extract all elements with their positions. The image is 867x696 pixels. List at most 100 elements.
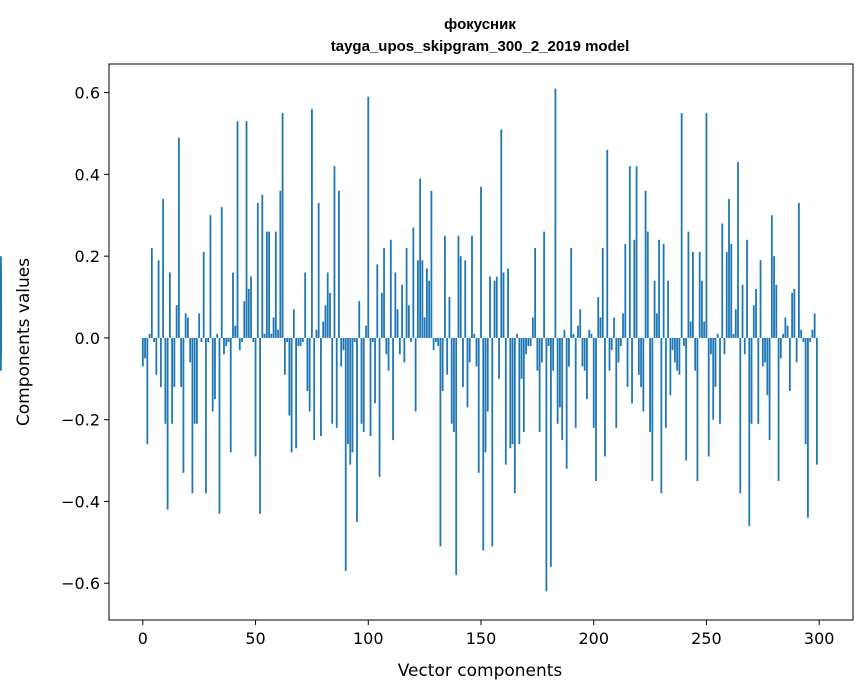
bar-component-15 — [175, 305, 178, 338]
bar-component-16 — [177, 137, 180, 338]
bar-component-240 — [683, 337, 685, 347]
bar-component-262 — [732, 333, 735, 338]
bar-component-47 — [247, 288, 250, 338]
bar-component-108 — [385, 337, 388, 355]
bar-component-245 — [694, 337, 697, 371]
bar-component-276 — [764, 337, 766, 363]
bar-component-116 — [403, 337, 406, 363]
bar-component-67 — [292, 309, 295, 338]
bar-component-9 — [162, 198, 165, 338]
bar-component-104 — [376, 264, 379, 338]
bar-component-84 — [331, 337, 334, 424]
bar-component-88 — [340, 337, 343, 367]
bar-component-265 — [739, 337, 742, 494]
bar-component-148 — [475, 337, 478, 367]
bar-component-27 — [202, 252, 205, 338]
bar-component-256 — [719, 337, 721, 424]
bar-component-56 — [268, 231, 270, 338]
bar-component-45 — [243, 301, 246, 338]
bar-component-178 — [543, 231, 546, 338]
bar-component-5 — [153, 337, 155, 342]
bar-component-82 — [326, 272, 329, 338]
bar-component-98 — [362, 337, 365, 432]
bar-component-247 — [698, 252, 701, 338]
bar-component-213 — [622, 313, 624, 338]
bar-component-210 — [615, 337, 618, 428]
bar-component-191 — [572, 333, 575, 338]
bar-component-281 — [775, 284, 778, 338]
bar-component-268 — [746, 239, 748, 338]
bar-component-54 — [263, 333, 266, 338]
bar-component-111 — [392, 337, 394, 441]
bar-component-86 — [335, 337, 338, 428]
bar-component-269 — [748, 337, 751, 526]
bar-component-206 — [606, 149, 609, 338]
x-axis-ticks: 0 50 100 150 200 250 300 — [138, 620, 835, 648]
bar-component-7 — [157, 260, 160, 338]
bar-component-200 — [592, 337, 595, 428]
bar-component-194 — [579, 309, 582, 338]
bar-component-13 — [171, 337, 174, 424]
bar-component-149 — [477, 337, 480, 473]
bar-component-202 — [597, 297, 600, 338]
bar-component-33 — [216, 333, 219, 338]
bar-component-18 — [182, 337, 185, 473]
bar-component-106 — [380, 292, 383, 338]
bar-component-143 — [464, 260, 467, 338]
bar-component-142 — [462, 337, 464, 387]
bar-component-4 — [150, 247, 153, 338]
bar-component-37 — [225, 337, 228, 347]
bar-component-92 — [349, 337, 352, 465]
bar-component-10 — [164, 337, 167, 424]
bar-component-297 — [811, 329, 814, 338]
bar-component-273 — [757, 337, 760, 424]
bar-component-271 — [752, 305, 755, 338]
bar-component-61 — [279, 190, 282, 338]
bar-component-74 — [308, 337, 311, 412]
bar-component-59 — [274, 231, 277, 338]
bar-component-172 — [529, 337, 532, 347]
bar-component-241 — [685, 337, 688, 461]
chart-subtitle: tayga_upos_skipgram_300_2_2019 model — [331, 38, 630, 55]
bar-component-171 — [527, 337, 530, 347]
bar-component-44 — [241, 337, 243, 342]
bar-component-131 — [437, 337, 440, 347]
bar-component-undefined — [0, 337, 2, 371]
bar-component-132 — [439, 337, 442, 547]
bar-component-170 — [525, 337, 527, 355]
y-axis-ticks: −0.6 −0.4 −0.2 0.0 0.2 0.4 0.6 — [61, 84, 109, 593]
bar-component-81 — [324, 305, 327, 338]
bar-component-201 — [595, 337, 597, 481]
bar-component-57 — [270, 333, 273, 338]
bar-component-251 — [707, 337, 710, 457]
bar-component-64 — [286, 337, 289, 342]
bar-component-236 — [673, 337, 676, 363]
bar-component-105 — [378, 337, 381, 477]
bars-group — [0, 88, 818, 592]
bar-component-158 — [498, 337, 500, 379]
bar-component-146 — [471, 235, 473, 338]
bar-component-187 — [563, 329, 566, 338]
bar-component-275 — [761, 337, 764, 367]
x-tick-label: 300 — [804, 629, 835, 648]
bar-component-249 — [703, 321, 706, 338]
bar-component-46 — [245, 121, 248, 338]
bar-component-221 — [640, 337, 642, 387]
bar-component-22 — [191, 337, 194, 494]
bar-component-266 — [741, 284, 744, 338]
bar-component-119 — [410, 337, 413, 342]
bar-component-253 — [712, 337, 715, 420]
y-axis-label: Components values — [14, 258, 34, 426]
bar-component-120 — [412, 227, 415, 338]
bar-component-50 — [254, 337, 257, 457]
bar-component-292 — [800, 329, 803, 338]
bar-component-123 — [419, 178, 422, 338]
x-tick-label: 50 — [245, 629, 265, 648]
bar-component-239 — [680, 113, 683, 338]
bar-component-228 — [655, 313, 658, 338]
bar-component-186 — [561, 337, 564, 441]
bar-component-93 — [351, 337, 354, 453]
bar-component-139 — [455, 337, 458, 576]
bar-component-284 — [782, 333, 785, 338]
bar-component-169 — [522, 337, 525, 432]
